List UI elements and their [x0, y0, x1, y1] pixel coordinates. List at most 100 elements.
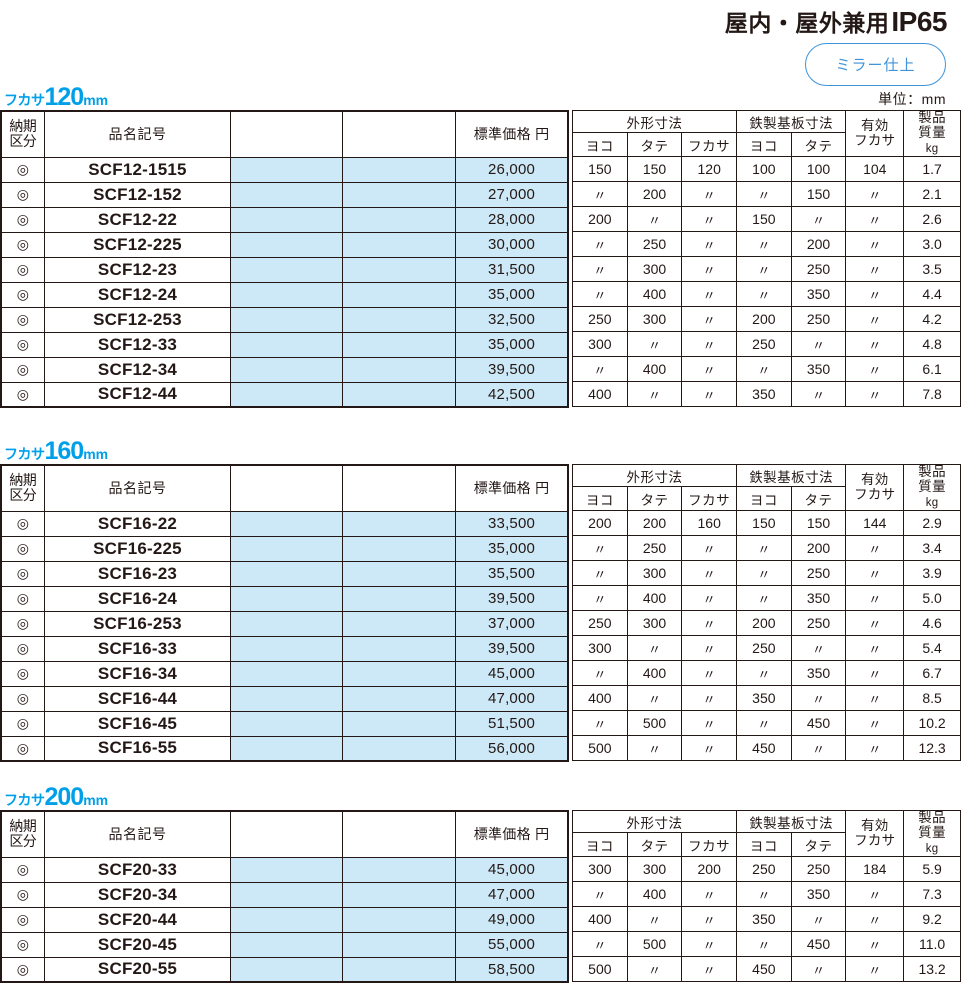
table-row[interactable]: 200 200 160 150 150 144 2.9 — [572, 510, 961, 536]
cell-weight: 4.6 — [903, 610, 961, 636]
cell-blank-1 — [230, 635, 343, 662]
table-row[interactable]: 〃 500 〃〃 450 〃 11.0 — [572, 931, 961, 957]
column-group-outer-dimensions: 外形寸法 — [571, 110, 738, 133]
cell-outer-width: 〃 — [572, 710, 628, 736]
cell-part-number: SCF16-33 — [43, 635, 232, 662]
dimension-table: 外形寸法 鉄製基板寸法 有効 フカサ 製品 質量 kg ヨコ タテ フカサ ヨコ タテ 150 150 12… — [571, 110, 961, 407]
table-row[interactable]: 〃 400 〃〃 350 〃 6.1 — [572, 356, 961, 382]
table-row[interactable]: 〃 300 〃〃 250 〃 3.9 — [572, 560, 961, 586]
table-row[interactable]: ◎ SCF12-24 35,000 — [0, 281, 569, 308]
table-row[interactable]: ◎ SCF20-34 47,000 — [0, 881, 569, 908]
table-row[interactable]: ◎ SCF12-152 27,000 — [0, 181, 569, 208]
table-row[interactable]: 300 〃〃 250 〃〃 4.8 — [572, 331, 961, 357]
cell-base-height: 〃 — [790, 735, 847, 761]
mirror-finish-badge[interactable]: ミラー仕上 — [805, 43, 946, 86]
table-row[interactable]: 150 150 120 100 100 104 1.7 — [572, 156, 961, 182]
cell-part-number: SCF12-34 — [43, 356, 232, 383]
cell-outer-depth: 〃 — [681, 256, 738, 282]
table-row[interactable]: 250 300 〃 200 250 〃 4.2 — [572, 306, 961, 332]
cell-base-height: 250 — [790, 256, 847, 282]
column-header-outer-width: ヨコ — [572, 486, 628, 511]
cell-base-height: 150 — [790, 510, 847, 536]
table-row[interactable]: ◎ SCF16-44 47,000 — [0, 685, 569, 712]
cell-base-width: 150 — [736, 206, 792, 232]
table-row[interactable]: ◎ SCF20-33 45,000 — [0, 856, 569, 883]
table-row[interactable]: ◎ SCF16-225 35,000 — [0, 535, 569, 562]
table-row[interactable]: 500 〃〃 450 〃〃 13.2 — [572, 956, 961, 982]
cell-blank-2 — [341, 881, 457, 908]
table-row[interactable]: ◎ SCF12-44 42,500 — [0, 381, 569, 408]
table-row[interactable]: ◎ SCF12-23 31,500 — [0, 256, 569, 283]
table-row[interactable]: ◎ SCF12-34 39,500 — [0, 356, 569, 383]
column-header-outer-depth: フカサ — [681, 132, 738, 157]
table-row[interactable]: 〃 200 〃〃 150 〃 2.1 — [572, 181, 961, 207]
table-row[interactable]: ◎ SCF20-45 55,000 — [0, 931, 569, 958]
table-row[interactable]: 300 〃〃 250 〃〃 5.4 — [572, 635, 961, 661]
table-row[interactable]: ◎ SCF16-22 33,500 — [0, 510, 569, 537]
cell-base-height: 450 — [790, 710, 847, 736]
cell-delivery-mark: ◎ — [0, 356, 45, 383]
table-row[interactable]: 〃 250 〃〃 200 〃 3.0 — [572, 231, 961, 257]
cell-effective-depth: 〃 — [845, 381, 905, 407]
cell-outer-width: 200 — [572, 206, 628, 232]
cell-weight: 9.2 — [903, 906, 961, 932]
column-header-price: 標準価格 円 — [455, 464, 569, 512]
table-row[interactable]: ◎ SCF16-33 39,500 — [0, 635, 569, 662]
table-row[interactable]: ◎ SCF16-55 56,000 — [0, 735, 569, 762]
table-row[interactable]: 400 〃〃 350 〃〃 8.5 — [572, 685, 961, 711]
table-row[interactable]: ◎ SCF12-253 32,500 — [0, 306, 569, 333]
table-row[interactable]: 〃 400 〃〃 350 〃 5.0 — [572, 585, 961, 611]
cell-outer-width: 500 — [572, 735, 628, 761]
table-row[interactable]: 〃 500 〃〃 450 〃 10.2 — [572, 710, 961, 736]
table-row[interactable]: ◎ SCF20-44 49,000 — [0, 906, 569, 933]
table-row[interactable]: ◎ SCF12-225 30,000 — [0, 231, 569, 258]
table-row[interactable]: 500 〃〃 450 〃〃 12.3 — [572, 735, 961, 761]
cell-delivery-mark: ◎ — [0, 585, 45, 612]
table-row[interactable]: ◎ SCF16-24 39,500 — [0, 585, 569, 612]
cell-outer-height: 400 — [626, 585, 683, 611]
table-row[interactable]: ◎ SCF16-23 35,500 — [0, 560, 569, 587]
cell-effective-depth: 〃 — [845, 306, 905, 332]
cell-outer-depth: 〃 — [681, 535, 738, 561]
cell-delivery-mark: ◎ — [0, 281, 45, 308]
cell-blank-1 — [230, 560, 343, 587]
cell-weight: 5.4 — [903, 635, 961, 661]
column-header-blank-1 — [230, 810, 343, 858]
cell-part-number: SCF12-24 — [43, 281, 232, 308]
ip-rating-line: 屋内・屋外兼用 IP65 — [725, 4, 948, 38]
cell-base-height: 〃 — [790, 906, 847, 932]
cell-base-height: 〃 — [790, 635, 847, 661]
cell-base-height: 350 — [790, 356, 847, 382]
table-row[interactable]: ◎ SCF16-253 37,000 — [0, 610, 569, 637]
table-row[interactable]: 200 〃〃 150 〃〃 2.6 — [572, 206, 961, 232]
cell-weight: 4.2 — [903, 306, 961, 332]
cell-price: 28,000 — [455, 206, 569, 233]
table-row[interactable]: 〃 400 〃〃 350 〃 4.4 — [572, 281, 961, 307]
cell-price: 39,500 — [455, 635, 569, 662]
cell-outer-width: 300 — [572, 856, 628, 882]
cell-outer-height: 〃 — [626, 685, 683, 711]
column-group-base-plate: 鉄製基板寸法 — [736, 464, 847, 487]
table-row[interactable]: 〃 400 〃〃 350 〃 7.3 — [572, 881, 961, 907]
table-row[interactable]: 400 〃〃 350 〃〃 9.2 — [572, 906, 961, 932]
table-row[interactable]: 250 300 〃 200 250 〃 4.6 — [572, 610, 961, 636]
table-row[interactable]: 〃 300 〃〃 250 〃 3.5 — [572, 256, 961, 282]
cell-weight: 4.8 — [903, 331, 961, 357]
table-row[interactable]: 〃 400 〃〃 350 〃 6.7 — [572, 660, 961, 686]
cell-delivery-mark: ◎ — [0, 381, 45, 408]
table-row[interactable]: ◎ SCF16-45 51,500 — [0, 710, 569, 737]
table-row[interactable]: 400 〃〃 350 〃〃 7.8 — [572, 381, 961, 407]
dimension-table: 外形寸法 鉄製基板寸法 有効 フカサ 製品 質量 kg ヨコ タテ フカサ ヨコ タテ 300 300 20… — [571, 810, 961, 982]
cell-price: 35,000 — [455, 535, 569, 562]
cell-outer-depth: 〃 — [681, 906, 738, 932]
table-row[interactable]: ◎ SCF16-34 45,000 — [0, 660, 569, 687]
table-row[interactable]: ◎ SCF12-1515 26,000 — [0, 156, 569, 183]
table-row[interactable]: 〃 250 〃〃 200 〃 3.4 — [572, 535, 961, 561]
cell-blank-1 — [230, 535, 343, 562]
table-row[interactable]: ◎ SCF20-55 58,500 — [0, 956, 569, 983]
cell-outer-height: 250 — [626, 231, 683, 257]
table-row[interactable]: 300 300 200 250 250 184 5.9 — [572, 856, 961, 882]
table-row[interactable]: ◎ SCF12-22 28,000 — [0, 206, 569, 233]
weight-line2: 質量 — [918, 825, 946, 841]
table-row[interactable]: ◎ SCF12-33 35,000 — [0, 331, 569, 358]
